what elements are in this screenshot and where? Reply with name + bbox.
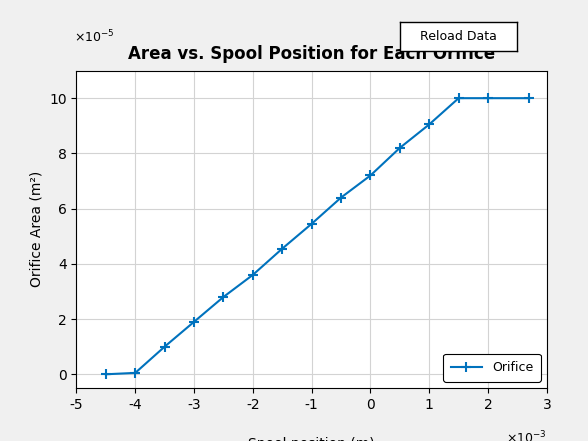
Orifice (485, 96, 492, 101)
Orifice (308, 221, 315, 226)
Orifice (426, 122, 433, 127)
Orifice (338, 195, 345, 200)
Orifice (191, 319, 198, 325)
Orifice (396, 145, 403, 150)
X-axis label: Spool position (m): Spool position (m) (248, 437, 375, 441)
Line: Orifice: Orifice (101, 93, 534, 379)
Title: Area vs. Spool Position for Each Orifice: Area vs. Spool Position for Each Orifice (128, 45, 495, 64)
Orifice (526, 96, 533, 101)
Orifice (367, 173, 374, 178)
Orifice (455, 96, 462, 101)
Text: $\times10^{-3}$: $\times10^{-3}$ (506, 430, 547, 441)
Orifice (132, 370, 139, 376)
Orifice (279, 246, 286, 251)
Legend: Orifice: Orifice (443, 354, 540, 382)
Orifice (161, 344, 168, 349)
Text: Reload Data: Reload Data (420, 30, 497, 43)
Orifice (220, 294, 227, 299)
Orifice (102, 372, 109, 377)
Orifice (249, 272, 256, 277)
Y-axis label: Orifice Area (m²): Orifice Area (m²) (29, 171, 44, 288)
Text: $\times10^{-5}$: $\times10^{-5}$ (74, 29, 114, 45)
